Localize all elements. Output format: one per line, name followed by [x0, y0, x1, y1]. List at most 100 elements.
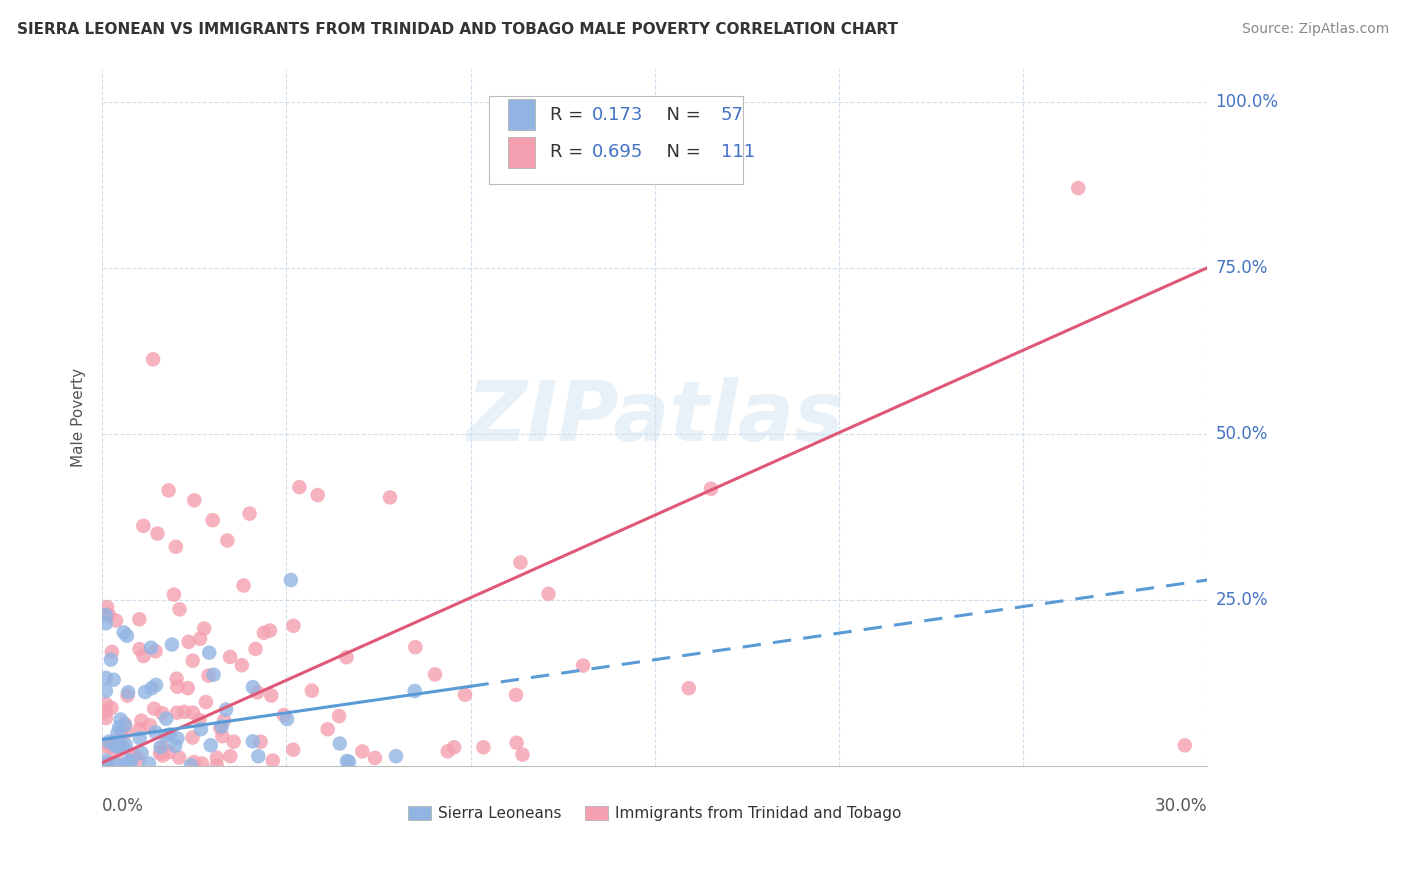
Point	[115, 629, 138, 643]
Point	[215, 702, 238, 716]
Point	[188, 713, 211, 727]
Point	[197, 668, 219, 682]
Point	[1174, 739, 1197, 753]
Point	[378, 491, 401, 505]
Text: 57: 57	[721, 105, 744, 124]
Point	[336, 754, 359, 768]
Point	[152, 748, 174, 763]
Point	[103, 673, 125, 687]
Point	[166, 680, 188, 694]
Point	[149, 747, 172, 761]
Point	[219, 749, 242, 764]
Point	[169, 602, 191, 616]
Point	[94, 616, 117, 631]
Point	[166, 731, 188, 746]
Point	[96, 756, 118, 770]
Text: ZIPatlas: ZIPatlas	[465, 376, 844, 458]
Point	[505, 736, 527, 750]
Point	[198, 646, 221, 660]
Point	[509, 556, 531, 570]
Point	[97, 734, 120, 748]
Point	[183, 755, 205, 769]
Point	[316, 722, 339, 736]
Point	[142, 352, 165, 367]
Point	[262, 754, 284, 768]
Point	[259, 624, 281, 638]
Point	[190, 723, 212, 737]
Point	[276, 712, 298, 726]
Point	[301, 683, 323, 698]
Point	[205, 758, 228, 772]
Point	[131, 746, 153, 760]
Point	[110, 713, 132, 727]
Point	[180, 758, 202, 772]
Point	[177, 681, 200, 695]
Text: 25.0%: 25.0%	[1216, 591, 1268, 609]
Point	[97, 607, 120, 622]
Point	[139, 718, 162, 732]
Point	[96, 600, 118, 615]
Point	[117, 685, 139, 699]
Point	[112, 740, 135, 755]
Point	[678, 681, 700, 695]
Point	[222, 735, 245, 749]
Point	[404, 684, 426, 698]
Point	[139, 640, 162, 655]
Point	[100, 701, 122, 715]
Point	[114, 717, 136, 731]
Point	[183, 493, 205, 508]
FancyBboxPatch shape	[508, 99, 536, 130]
Point	[107, 738, 129, 752]
Text: R =: R =	[550, 105, 589, 124]
Point	[108, 720, 131, 734]
Point	[104, 739, 127, 754]
Text: 111: 111	[721, 144, 755, 161]
Point	[217, 533, 239, 548]
Point	[112, 758, 135, 772]
Point	[108, 736, 131, 750]
Point	[131, 714, 153, 728]
Point	[128, 612, 150, 626]
Point	[328, 709, 350, 723]
Point	[173, 705, 195, 719]
Legend: Sierra Leoneans, Immigrants from Trinidad and Tobago: Sierra Leoneans, Immigrants from Trinida…	[408, 806, 901, 822]
Point	[104, 756, 127, 771]
Point	[121, 747, 143, 762]
Point	[134, 685, 156, 699]
Point	[110, 723, 132, 737]
Point	[138, 756, 160, 771]
Point	[472, 740, 495, 755]
Point	[283, 619, 305, 633]
Point	[128, 731, 150, 745]
Point	[97, 757, 120, 772]
Point	[288, 480, 311, 494]
Point	[128, 722, 150, 736]
Point	[283, 742, 305, 756]
Point	[505, 688, 527, 702]
Point	[219, 649, 242, 664]
Point	[111, 723, 134, 737]
Point	[423, 667, 446, 681]
Point	[94, 607, 117, 622]
Point	[1067, 181, 1090, 195]
Point	[117, 755, 139, 769]
Point	[205, 750, 228, 764]
Point	[94, 705, 117, 719]
Point	[260, 689, 283, 703]
Point	[202, 667, 225, 681]
Point	[335, 650, 357, 665]
Text: 100.0%: 100.0%	[1216, 93, 1278, 111]
Point	[150, 706, 173, 721]
Point	[209, 721, 232, 735]
Point	[245, 641, 267, 656]
Point	[181, 706, 204, 720]
Text: 0.0%: 0.0%	[103, 797, 143, 814]
Point	[104, 748, 127, 763]
Point	[238, 507, 260, 521]
Point	[145, 678, 167, 692]
Point	[352, 744, 374, 758]
FancyBboxPatch shape	[489, 96, 744, 184]
Text: 50.0%: 50.0%	[1216, 425, 1268, 442]
Point	[537, 587, 560, 601]
Point	[127, 752, 149, 766]
